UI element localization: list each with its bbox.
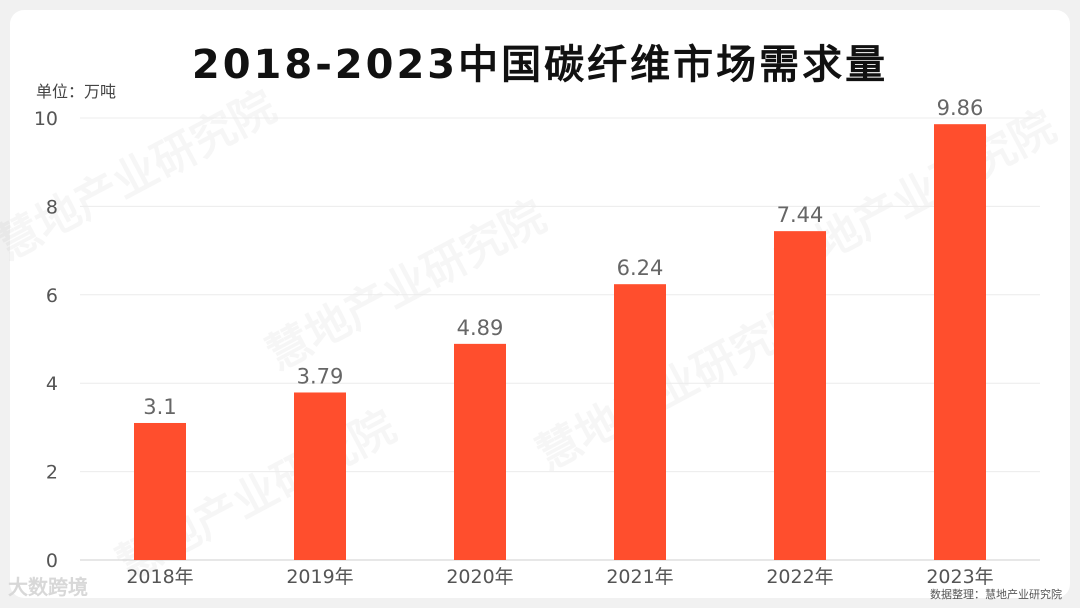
bar [614, 284, 666, 560]
data-label: 7.44 [777, 203, 824, 227]
y-tick-label: 8 [46, 196, 58, 218]
x-category-label: 2021年 [606, 566, 673, 588]
data-label: 6.24 [617, 256, 664, 280]
y-tick-label: 6 [46, 285, 58, 307]
x-category-label: 2020年 [446, 566, 513, 588]
bar [774, 231, 826, 561]
bar [934, 124, 986, 561]
unit-label: 单位：万吨 [36, 82, 117, 101]
x-category-label: 2019年 [286, 566, 353, 588]
bar [294, 392, 346, 560]
x-category-label: 2018年 [126, 566, 193, 588]
data-label: 4.89 [457, 316, 504, 340]
y-tick-label: 10 [34, 108, 58, 130]
chart-title: 2018-2023中国碳纤维市场需求量 [191, 42, 889, 88]
x-category-label: 2023年 [926, 566, 993, 588]
y-tick-label: 4 [46, 373, 58, 395]
y-tick-label: 2 [46, 462, 58, 484]
y-tick-label: 0 [46, 550, 58, 572]
source-note: 数据整理：慧地产业研究院 [930, 588, 1062, 601]
x-category-label: 2022年 [766, 566, 833, 588]
bar [454, 343, 506, 560]
chart-card [10, 10, 1070, 598]
data-label: 9.86 [937, 96, 984, 120]
data-label: 3.1 [143, 395, 176, 419]
data-label: 3.79 [297, 364, 344, 388]
bar [134, 422, 186, 560]
logo-text: 大数跨境 [8, 575, 88, 599]
